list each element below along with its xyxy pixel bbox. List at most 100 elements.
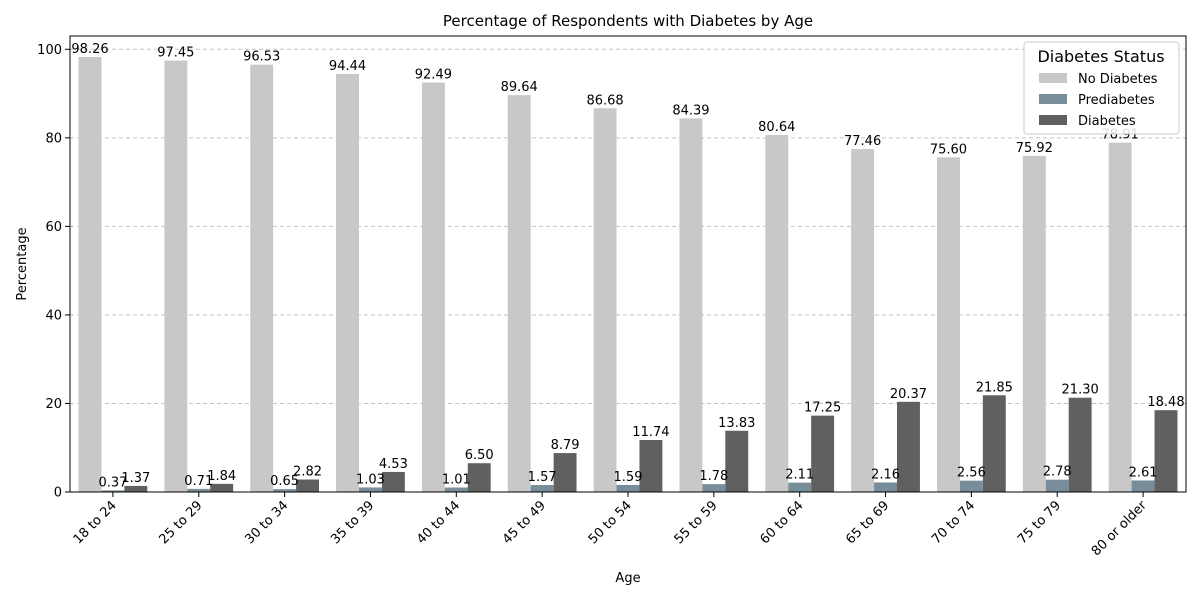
x-tick-label: 80 or older	[1089, 498, 1150, 559]
plot-frame	[69, 35, 1187, 493]
bar-prediabetes	[788, 482, 812, 492]
bar-value-label: 2.82	[293, 465, 322, 480]
x-tick-label: 18 to 24	[71, 498, 120, 547]
bar-value-label: 2.61	[1129, 465, 1158, 480]
bar-prediabetes	[959, 480, 983, 492]
bar-value-label: 80.64	[758, 120, 795, 135]
legend-swatch	[1039, 115, 1067, 125]
bar-prediabetes	[359, 487, 382, 492]
bar-prediabetes	[187, 488, 211, 492]
x-tick-label: 50 to 54	[586, 498, 635, 547]
bar-no-diabetes	[421, 82, 445, 492]
y-tick-label: 20	[45, 397, 62, 412]
bar-value-label: 92.49	[415, 68, 452, 83]
bar-diabetes	[725, 430, 749, 492]
bar-no-diabetes	[679, 118, 703, 493]
x-tick-label: 60 to 64	[757, 498, 806, 547]
bar-value-label: 84.39	[672, 103, 709, 118]
bar-value-label: 86.68	[586, 93, 623, 108]
y-axis: 0 20 40 60 80 100	[37, 43, 70, 501]
x-tick-label: 30 to 34	[242, 498, 291, 547]
bar-value-label: 75.92	[1016, 141, 1053, 156]
bar-diabetes	[982, 395, 1006, 492]
x-axis-label: Age	[615, 571, 640, 586]
legend-items: No Diabetes Prediabetes Diabetes	[1039, 72, 1158, 129]
bar-diabetes	[381, 471, 405, 492]
bar-value-label: 1.59	[614, 470, 643, 485]
y-tick-label: 40	[45, 308, 62, 323]
bar-prediabetes	[1045, 479, 1069, 492]
y-tick-label: 80	[45, 131, 62, 146]
x-tick-label: 75 to 79	[1015, 498, 1064, 547]
bar-prediabetes	[101, 490, 125, 492]
bar-value-label: 2.56	[957, 466, 986, 481]
x-tick-label: 70 to 74	[929, 498, 978, 547]
bar-value-label: 1.57	[528, 470, 557, 485]
legend-label: Diabetes	[1078, 114, 1136, 129]
bar-value-label: 21.30	[1062, 383, 1099, 398]
bar-no-diabetes	[78, 56, 102, 492]
bar-value-label: 8.79	[551, 438, 580, 453]
bar-value-label: 21.85	[976, 380, 1013, 395]
bars	[78, 56, 1178, 493]
x-tick-label: 25 to 29	[157, 498, 206, 547]
bar-no-diabetes	[250, 64, 274, 492]
bar-diabetes	[296, 479, 319, 492]
bar-diabetes	[896, 401, 920, 492]
bar-value-label: 94.44	[329, 59, 366, 74]
bar-no-diabetes	[507, 95, 531, 492]
bar-diabetes	[811, 415, 835, 492]
bar-value-label: 6.50	[465, 448, 494, 463]
y-tick-label: 60	[45, 220, 62, 235]
bar-value-label: 20.37	[890, 387, 927, 402]
bar-value-label: 13.83	[718, 416, 755, 431]
bar-value-label: 4.53	[379, 457, 408, 472]
bar-no-diabetes	[1022, 155, 1046, 492]
bar-value-label: 97.45	[157, 46, 194, 61]
bar-prediabetes	[874, 482, 897, 492]
bar-prediabetes	[702, 484, 726, 492]
bar-value-label: 0.65	[270, 474, 299, 489]
bar-prediabetes	[273, 489, 297, 492]
bar-value-label: 18.48	[1147, 395, 1184, 410]
bar-value-label: 1.03	[356, 472, 385, 487]
bar-value-label: 11.74	[632, 425, 669, 440]
bar-value-label: 96.53	[243, 50, 280, 65]
legend: Diabetes Status No Diabetes Prediabetes Di…	[1023, 41, 1180, 135]
bar-diabetes	[124, 485, 148, 492]
bar-diabetes	[639, 440, 663, 492]
x-tick-label: 65 to 69	[843, 498, 892, 547]
x-tick-label: 35 to 39	[328, 498, 377, 547]
bar-labels: 98.26 0.371.37 97.45 0.711.84 96.53 0.652.82 9…	[71, 42, 1184, 490]
bar-no-diabetes	[164, 60, 188, 493]
legend-label: Prediabetes	[1078, 93, 1155, 108]
bar-prediabetes	[1131, 480, 1155, 492]
bar-value-label: 0.71	[184, 474, 213, 489]
x-tick-label: 45 to 49	[500, 498, 549, 547]
chart-title: Percentage of Respondents with Diabetes …	[443, 12, 813, 30]
legend-box	[1023, 41, 1180, 135]
bar-value-label: 89.64	[501, 80, 538, 95]
bar-prediabetes	[616, 484, 640, 492]
x-axis: 18 to 24 25 to 29 30 to 34 35 to 39 40 to 44…	[71, 492, 1150, 559]
grid-lines	[70, 48, 1186, 493]
bar-value-label: 1.01	[442, 473, 471, 488]
bar-value-label: 1.78	[699, 469, 728, 484]
bar-no-diabetes	[593, 108, 617, 492]
bar-prediabetes	[530, 485, 554, 492]
bar-value-label: 2.11	[785, 468, 814, 483]
bar-prediabetes	[444, 487, 468, 492]
x-tick-label: 55 to 59	[672, 498, 721, 547]
bar-no-diabetes	[336, 73, 360, 492]
bar-diabetes	[1068, 397, 1092, 492]
legend-label: No Diabetes	[1078, 72, 1158, 87]
y-tick-label: 0	[54, 486, 62, 501]
bar-no-diabetes	[851, 149, 875, 492]
legend-title: Diabetes Status	[1037, 47, 1164, 66]
bar-value-label: 75.60	[930, 142, 967, 157]
x-tick-label: 40 to 44	[414, 498, 463, 547]
bar-diabetes	[1154, 410, 1178, 492]
bar-value-label: 2.16	[871, 467, 900, 482]
y-axis-label: Percentage	[15, 227, 30, 300]
